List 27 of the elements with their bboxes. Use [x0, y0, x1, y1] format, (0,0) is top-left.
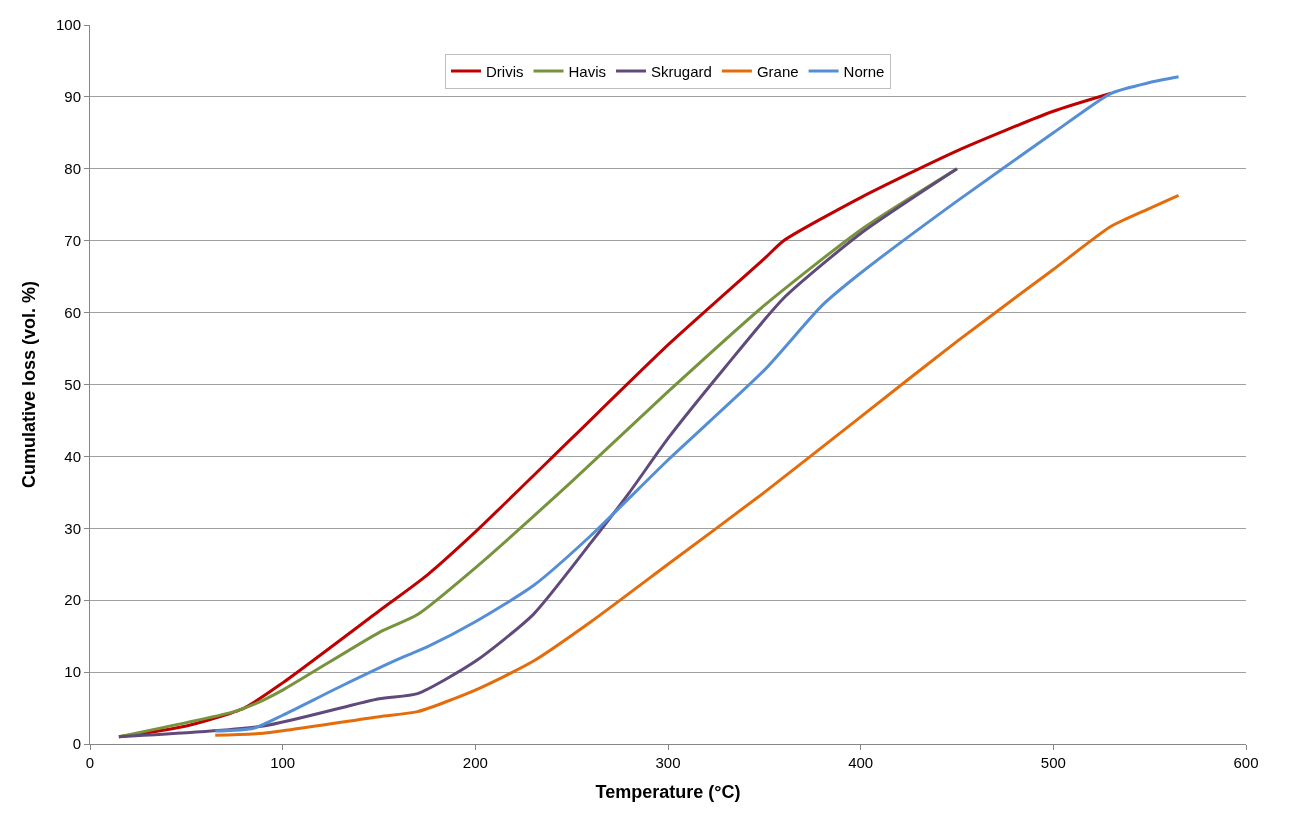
x-tick-label: 100 — [270, 754, 296, 771]
y-tick-label: 30 — [64, 519, 81, 537]
x-tick-label: 0 — [85, 754, 95, 771]
legend-label: Grane — [756, 62, 799, 80]
y-axis-title: Cumulative loss (vol. %) — [19, 280, 40, 489]
y-tick-label: 90 — [64, 88, 81, 106]
x-tick-label: 400 — [848, 754, 874, 771]
y-tick-label: 50 — [64, 375, 81, 393]
x-tick-label: 500 — [1040, 754, 1066, 771]
line-series — [117, 167, 959, 739]
y-tick-label: 10 — [64, 663, 81, 681]
x-tick-label: 300 — [655, 754, 681, 771]
y-tick-label: 0 — [72, 735, 81, 753]
y-tick-label: 60 — [64, 303, 81, 321]
legend-label: Havis — [568, 62, 607, 80]
legend-label: Norne — [843, 62, 885, 80]
line-series — [213, 193, 1181, 737]
y-tick-label: 70 — [64, 231, 81, 249]
legend-label: Drivis — [486, 62, 524, 80]
y-tick-label: 40 — [64, 447, 81, 465]
legend-label: Skrugard — [651, 62, 712, 80]
x-tick-label: 200 — [462, 754, 488, 771]
x-axis-title: Temperature (°C) — [595, 782, 741, 803]
y-tick-label: 20 — [64, 591, 81, 609]
x-tick-label: 600 — [1233, 754, 1259, 771]
y-tick-label: 80 — [64, 160, 81, 178]
y-tick-label: 100 — [55, 16, 81, 34]
